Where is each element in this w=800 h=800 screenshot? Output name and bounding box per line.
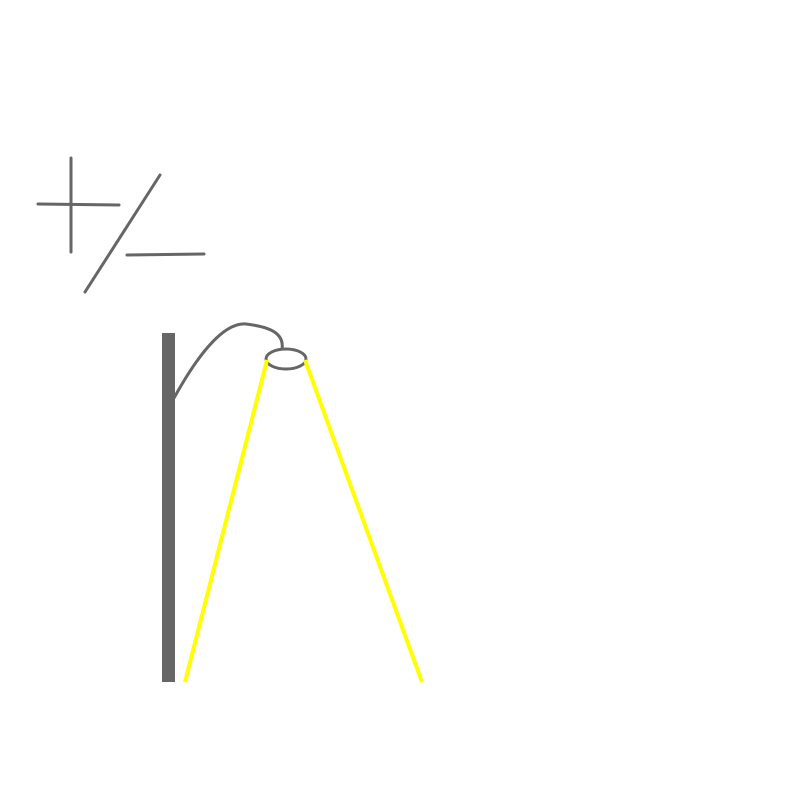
slash-stroke [83, 173, 162, 294]
plus-minus-symbol [36, 156, 206, 294]
street-lamp [162, 322, 308, 682]
lamp-pole [162, 333, 175, 682]
light-beam-right-edge [303, 359, 424, 683]
plus-horizontal-stroke [36, 202, 121, 207]
lamp-arm [172, 322, 284, 400]
lamp-head [264, 347, 308, 371]
minus-stroke [125, 252, 206, 257]
light-beam-left-edge [183, 359, 269, 683]
light-beam [183, 359, 424, 683]
